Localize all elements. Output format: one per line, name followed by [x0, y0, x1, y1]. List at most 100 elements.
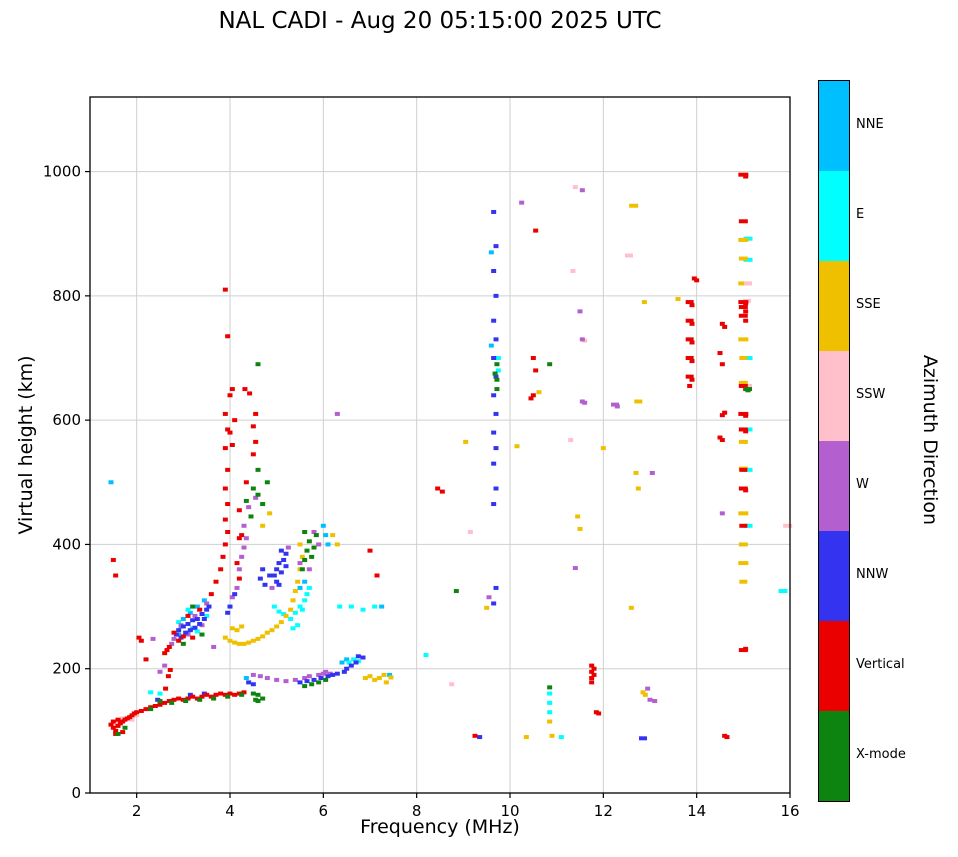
- echo-point-Vertical: [167, 667, 173, 672]
- echo-point-X-mode: [148, 707, 154, 712]
- echo-point-E: [148, 690, 154, 695]
- echo-point-NNW: [183, 630, 189, 635]
- chart-title: NAL CADI - Aug 20 05:15:00 2025 UTC: [218, 8, 662, 34]
- echo-point-SSE: [738, 281, 749, 286]
- echo-point-NNE: [187, 610, 193, 615]
- echo-point-NNE: [344, 657, 350, 662]
- echo-point-W: [162, 663, 168, 668]
- echo-point-Vertical: [220, 554, 226, 559]
- echo-point-Vertical: [530, 356, 536, 360]
- echo-point-Vertical: [234, 561, 240, 566]
- echo-point-X-mode: [302, 557, 308, 562]
- echo-point-NNW: [227, 604, 233, 609]
- echo-point-X-mode: [190, 604, 196, 609]
- echo-point-SSE: [229, 626, 235, 631]
- echo-point-Vertical: [743, 174, 749, 179]
- echo-point-Vertical: [222, 287, 228, 292]
- echo-point-NNW: [318, 676, 324, 681]
- echo-point-NNW: [257, 576, 263, 581]
- echo-point-X-mode: [306, 539, 312, 544]
- echo-point-SSE: [577, 526, 583, 531]
- echo-point-E: [304, 592, 310, 597]
- echo-point-Vertical: [719, 321, 725, 326]
- echo-point-NNW: [225, 610, 231, 615]
- echo-point-SSW: [744, 281, 752, 286]
- echo-point-NNW: [232, 592, 238, 597]
- echo-point-E: [299, 607, 305, 612]
- echo-point-Vertical: [222, 411, 228, 416]
- echo-point-W: [486, 595, 492, 600]
- echo-point-SSE: [260, 523, 266, 528]
- echo-point-Vertical: [229, 387, 235, 392]
- echo-point-Vertical: [738, 383, 748, 388]
- echo-point-NNW: [278, 570, 284, 575]
- echo-point-SSE: [738, 439, 748, 444]
- echo-point-Vertical: [222, 446, 228, 451]
- echo-point-Vertical: [689, 303, 695, 308]
- echo-point-SSE: [536, 390, 542, 395]
- echo-point-SSE: [738, 256, 748, 261]
- echo-point-E: [360, 607, 366, 612]
- echo-point-SSW: [449, 682, 455, 687]
- echo-point-NNW: [493, 244, 499, 249]
- echo-point-W: [316, 542, 322, 547]
- echo-point-W: [171, 636, 177, 641]
- echo-point-X-mode: [115, 731, 121, 736]
- echo-point-Vertical: [225, 427, 231, 432]
- echo-point-NNW: [491, 209, 497, 214]
- echo-point-Vertical: [110, 725, 116, 730]
- echo-point-W: [323, 669, 329, 674]
- echo-point-E: [346, 660, 352, 665]
- echo-point-NNE: [320, 523, 326, 528]
- echo-point-NNW: [334, 671, 340, 676]
- colorbar-label-NNE: NNE: [856, 117, 884, 132]
- echo-point-SSE: [250, 638, 256, 643]
- echo-point-Vertical: [115, 717, 121, 722]
- echo-point-X-mode: [255, 692, 261, 697]
- echo-point-Vertical: [533, 228, 539, 233]
- echo-point-E: [271, 604, 277, 609]
- echo-point-W: [582, 400, 588, 405]
- echo-point-SSE: [514, 444, 520, 449]
- echo-point-SSE: [246, 640, 252, 645]
- echo-point-E: [204, 613, 210, 618]
- colorbar-label-NNW: NNW: [856, 567, 889, 582]
- echo-point-Vertical: [165, 674, 171, 679]
- echo-point-W: [519, 200, 525, 205]
- echo-point-SSE: [738, 380, 748, 385]
- echo-point-Vertical: [176, 696, 182, 701]
- echo-point-W: [719, 511, 725, 516]
- echo-point-NNW: [278, 548, 284, 553]
- echo-point-E: [495, 356, 501, 360]
- echo-point-Vertical: [367, 548, 373, 553]
- echo-point-W: [577, 309, 583, 314]
- echo-point-NNW: [185, 621, 191, 626]
- echo-point-SSE: [232, 640, 238, 645]
- echo-point-Vertical: [533, 368, 539, 373]
- echo-point-Vertical: [218, 567, 224, 572]
- echo-point-Vertical: [134, 710, 140, 715]
- echo-point-SSE: [738, 561, 749, 566]
- x-axis-label: Frequency (MHz): [360, 816, 520, 838]
- echo-point-NNW: [355, 654, 361, 659]
- echo-point-Vertical: [113, 573, 119, 578]
- echo-point-X-mode: [180, 641, 186, 646]
- echo-point-NNW: [491, 356, 497, 360]
- echo-point-Vertical: [199, 694, 205, 699]
- echo-point-NNE: [201, 598, 207, 603]
- echo-point-Vertical: [138, 708, 144, 713]
- echo-point-Vertical: [208, 592, 214, 597]
- echo-point-NNE: [325, 542, 331, 547]
- echo-point-W: [192, 613, 198, 618]
- echo-point-W: [211, 644, 217, 649]
- echo-point-Vertical: [232, 692, 238, 697]
- echo-point-Vertical: [242, 387, 248, 392]
- x-tick-label: 16: [780, 802, 799, 820]
- echo-point-Vertical: [227, 393, 233, 398]
- colorbar-title: Azimuth Direction: [919, 354, 941, 526]
- echo-point-W: [241, 523, 247, 528]
- echo-point-SSW: [570, 269, 576, 273]
- echo-point-Vertical: [374, 573, 380, 578]
- echo-point-W: [257, 674, 263, 679]
